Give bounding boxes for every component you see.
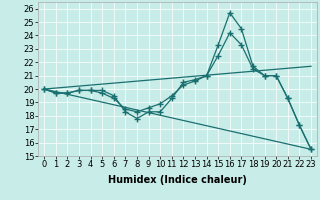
X-axis label: Humidex (Indice chaleur): Humidex (Indice chaleur) [108,175,247,185]
